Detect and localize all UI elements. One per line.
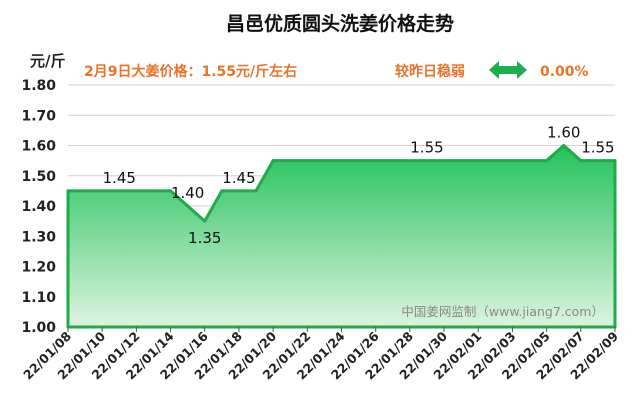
data-point (254, 189, 258, 193)
price-area (66, 144, 617, 329)
y-tick-label: 1.50 (21, 169, 56, 185)
data-point (613, 159, 617, 163)
left-right-arrow-icon (489, 61, 527, 79)
y-axis-unit-label: 元/斤 (30, 52, 65, 70)
data-point (169, 189, 173, 193)
y-tick-label: 1.10 (21, 290, 56, 306)
data-label: 1.45 (222, 169, 255, 187)
area-series (66, 144, 617, 329)
data-label: 1.55 (581, 139, 614, 157)
y-tick-label: 1.70 (21, 108, 56, 124)
data-label: 1.60 (547, 124, 580, 142)
data-point (203, 219, 207, 223)
data-point (220, 189, 224, 193)
data-point (562, 144, 566, 147)
compare-text: 较昨日稳弱 (395, 63, 465, 80)
y-tick-label: 1.30 (21, 229, 56, 245)
data-labels: 1.451.401.351.451.551.601.55 (103, 124, 615, 248)
data-point (186, 204, 190, 208)
y-tick-label: 1.60 (21, 139, 56, 155)
y-tick-label: 1.40 (21, 199, 56, 215)
data-point (271, 159, 275, 163)
y-axis-ticks: 1.00 1.10 1.20 1.30 1.40 1.50 1.60 1.70 1.80 (21, 78, 56, 336)
data-point (545, 159, 549, 163)
price-info-text: 2月9日大姜价格：1.55元/斤左右 (84, 63, 297, 80)
data-label: 1.55 (410, 139, 443, 157)
data-label: 1.40 (171, 184, 204, 202)
chart-title: 昌邑优质圆头洗姜价格走势 (226, 12, 454, 35)
data-label: 1.45 (103, 169, 136, 187)
data-point (66, 189, 70, 193)
y-tick-label: 1.00 (21, 320, 56, 336)
watermark-text: 中国姜网监制（www.jiang7.com） (401, 304, 604, 319)
y-tick-label: 1.20 (21, 260, 56, 276)
change-percent-text: 0.00% (540, 64, 589, 80)
y-tick-label: 1.80 (21, 78, 56, 94)
data-point (579, 159, 583, 163)
x-axis-ticks: 22/01/0822/01/1022/01/1222/01/1422/01/16… (20, 327, 621, 382)
data-label: 1.35 (188, 229, 221, 247)
